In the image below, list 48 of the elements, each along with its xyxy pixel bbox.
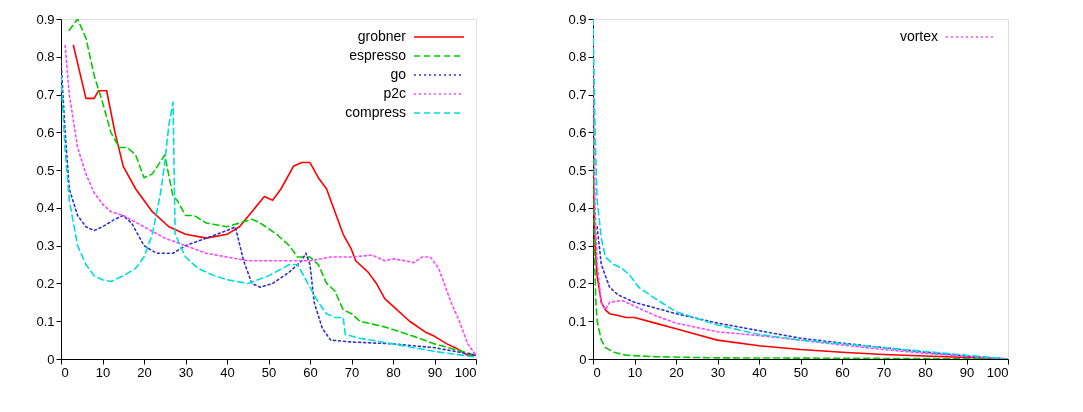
x-tick-label: 10 <box>95 364 111 380</box>
y-tick-label: 0.5 <box>36 162 55 178</box>
x-tick-label: 60 <box>835 364 850 380</box>
x-tick-label: 0 <box>593 364 601 380</box>
x-tick-label: 50 <box>793 364 809 380</box>
x-tick-label: 0 <box>61 364 69 380</box>
x-tick-label: 70 <box>344 364 360 380</box>
legend-label: go <box>390 66 407 82</box>
y-tick-label: 0.4 <box>36 200 55 216</box>
x-tick-label: 100 <box>986 364 1009 380</box>
legend-label: espresso <box>349 47 407 63</box>
y-tick-label: 0.8 <box>568 49 587 65</box>
legend-label: grobner <box>357 28 407 44</box>
x-tick-label: 40 <box>220 364 235 380</box>
x-tick-label: 30 <box>178 364 194 380</box>
x-tick-label: 10 <box>627 364 643 380</box>
x-tick-label: 100 <box>454 364 477 380</box>
x-tick-label: 20 <box>669 364 684 380</box>
y-tick-label: 0.8 <box>36 49 55 65</box>
x-tick-label: 90 <box>959 364 975 380</box>
y-tick-label: 0.9 <box>568 11 587 27</box>
x-tick-label: 80 <box>918 364 933 380</box>
y-tick-label: 0.6 <box>568 124 587 140</box>
y-tick-label: 0.5 <box>568 162 587 178</box>
y-tick-label: 0.7 <box>36 87 55 103</box>
x-tick-label: 40 <box>752 364 767 380</box>
y-tick-label: 0.9 <box>36 11 55 27</box>
y-tick-label: 0.1 <box>568 313 587 329</box>
x-tick-label: 80 <box>386 364 401 380</box>
y-tick-label: 0.6 <box>36 124 55 140</box>
y-tick-label: 0 <box>47 351 55 367</box>
legend-label: vortex <box>899 28 938 44</box>
y-tick-label: 0.2 <box>36 275 55 291</box>
x-tick-label: 60 <box>303 364 318 380</box>
y-tick-label: 0.2 <box>568 275 587 291</box>
y-tick-label: 0.4 <box>568 200 587 216</box>
y-tick-label: 0.7 <box>568 87 587 103</box>
x-tick-label: 30 <box>710 364 726 380</box>
y-tick-label: 0.3 <box>36 238 55 254</box>
y-tick-label: 0.3 <box>568 238 587 254</box>
y-tick-label: 0 <box>579 351 587 367</box>
x-tick-label: 90 <box>427 364 443 380</box>
x-tick-label: 50 <box>261 364 277 380</box>
x-tick-label: 70 <box>876 364 892 380</box>
legend-label: p2c <box>383 85 406 101</box>
legend-label: compress <box>345 104 406 120</box>
x-tick-label: 20 <box>137 364 152 380</box>
y-tick-label: 0.1 <box>36 313 55 329</box>
